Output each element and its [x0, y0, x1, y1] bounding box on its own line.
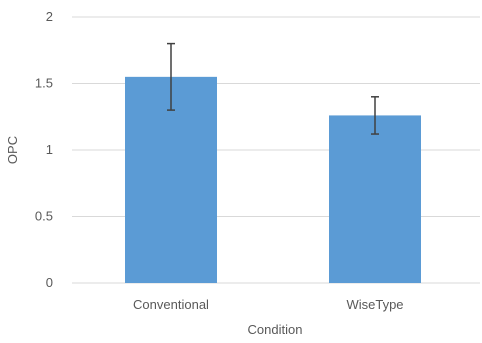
y-tick-label: 0.5 — [35, 209, 53, 224]
bar-conventional — [125, 76, 217, 283]
x-tick-label: WiseType — [346, 297, 403, 312]
bars — [125, 76, 421, 283]
error-bars — [167, 42, 379, 135]
y-tick-label: 2 — [46, 9, 53, 24]
error-bar — [371, 96, 379, 135]
x-tick-label: Conventional — [133, 297, 209, 312]
error-bar — [167, 42, 175, 111]
x-axis-title: Condition — [248, 322, 303, 337]
y-tick-label: 1 — [46, 142, 53, 157]
x-axis-ticks: Conventional WiseType — [133, 297, 403, 312]
y-tick-label: 1.5 — [35, 76, 53, 91]
y-tick-label: 0 — [46, 275, 53, 290]
y-axis-ticks: 0 0.5 1 1.5 2 — [35, 9, 53, 290]
bar-wisetype — [329, 115, 421, 283]
y-axis-title: OPC — [5, 136, 20, 164]
